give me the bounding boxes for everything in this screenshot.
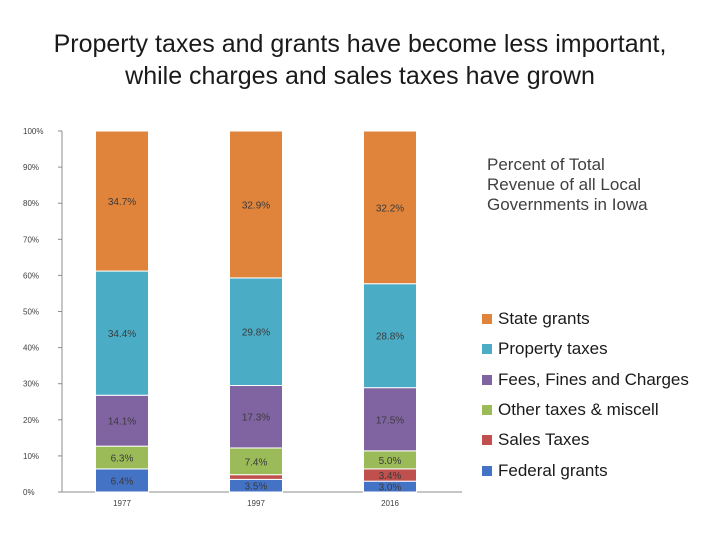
data-label: 17.3% [242, 413, 270, 424]
data-label: 6.4% [111, 476, 134, 487]
bar-segment [363, 283, 417, 389]
data-label: 7.4% [245, 457, 268, 468]
y-tick-label: 80% [23, 199, 39, 208]
chart-legend: State grants Property taxes Fees, Fines an… [482, 304, 717, 486]
legend-swatch [482, 465, 492, 476]
y-tick-label: 90% [23, 163, 39, 172]
data-label: 17.5% [376, 415, 404, 426]
y-tick-label: 100% [23, 127, 43, 136]
legend-item: Property taxes [482, 334, 717, 364]
chart-title: Property taxes and grants have become le… [20, 28, 700, 92]
bar-segment [229, 385, 283, 449]
legend-label: Other taxes & miscell [498, 400, 659, 420]
legend-item: Federal grants [482, 455, 717, 485]
legend-label: Fees, Fines and Charges [498, 369, 689, 389]
data-label: 3.4% [379, 471, 402, 482]
bar-segment [363, 130, 417, 285]
legend-item: Fees, Fines and Charges [482, 365, 717, 395]
data-label: 14.1% [108, 417, 136, 428]
data-label: 3.0% [379, 483, 402, 494]
data-label: 28.8% [376, 332, 404, 343]
bar-segment [229, 277, 283, 387]
bar-segment [95, 394, 149, 447]
data-label: 6.3% [111, 454, 134, 465]
chart-title-line-1: Property taxes and grants have become le… [53, 30, 667, 58]
y-tick-label: 30% [23, 380, 39, 389]
bar-segment [95, 130, 149, 272]
y-tick-label: 50% [23, 308, 39, 317]
legend-item: State grants [482, 304, 717, 334]
legend-item: Other taxes & miscell [482, 395, 717, 425]
legend-swatch [482, 374, 492, 385]
y-tick-label: 10% [23, 452, 39, 461]
chart-title-line-2: while charges and sales taxes have grown [125, 62, 595, 90]
legend-label: Sales Taxes [498, 430, 590, 450]
data-label: 32.9% [242, 200, 270, 211]
chart-caption: Percent of Total Revenue of all Local Go… [487, 155, 648, 214]
legend-item: Sales Taxes [482, 425, 717, 455]
y-tick-label: 20% [23, 416, 39, 425]
bar-segment [229, 474, 283, 480]
legend-label: Federal grants [498, 460, 608, 480]
data-label: 32.2% [376, 203, 404, 214]
x-tick-label: 2016 [381, 499, 399, 508]
x-tick-label: 1997 [247, 499, 265, 508]
y-tick-label: 0% [23, 488, 35, 497]
legend-label: Property taxes [498, 339, 608, 359]
y-tick-label: 60% [23, 271, 39, 280]
y-tick-label: 40% [23, 344, 39, 353]
legend-swatch [482, 435, 492, 446]
bar-segment [229, 447, 283, 476]
legend-swatch [482, 405, 492, 416]
x-tick-label: 1977 [113, 499, 131, 508]
data-label: 34.4% [108, 329, 136, 340]
data-label: 34.7% [108, 197, 136, 208]
data-label: 3.5% [245, 482, 268, 493]
legend-swatch [482, 344, 492, 355]
legend-swatch [482, 314, 492, 325]
data-label: 5.0% [379, 456, 402, 467]
y-tick-label: 70% [23, 235, 39, 244]
legend-label: State grants [498, 309, 590, 329]
data-label: 29.8% [242, 328, 270, 339]
bar-segment [229, 130, 283, 279]
bar-segment [363, 387, 417, 452]
